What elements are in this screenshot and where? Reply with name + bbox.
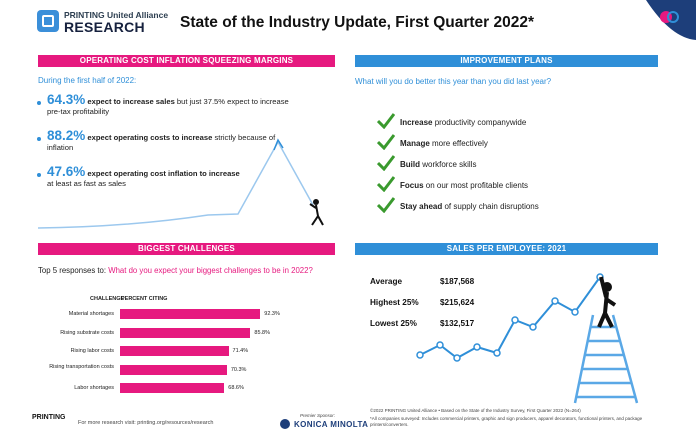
- stat-2-number: 88.2%: [47, 128, 86, 143]
- bar-category-label: Rising labor costs: [70, 348, 114, 354]
- stat-3-number: 47.6%: [47, 164, 86, 179]
- stat-2: 88.2% expect operating costs to increase…: [47, 128, 287, 153]
- page-title: State of the Industry Update, First Quar…: [180, 14, 535, 31]
- footer-note: *All companies surveyed: Includes commer…: [370, 416, 643, 427]
- inflation-heading-bar: OPERATING COST INFLATION SQUEEZING MARGI…: [38, 55, 335, 67]
- bar-value-label: 71.4%: [232, 348, 249, 354]
- bar-value-label: 92.3%: [264, 311, 280, 317]
- bar-value-label: 85.8%: [254, 329, 271, 336]
- improvement-rest: workforce skills: [420, 160, 477, 169]
- logo-research: RESEARCH: [64, 19, 145, 35]
- bar-mark: [120, 364, 227, 375]
- improvement-rest: of supply chain disruptions: [442, 202, 539, 211]
- bullet-dot: [37, 137, 41, 141]
- sales-value-average: $187,568: [440, 277, 475, 286]
- improvement-bold: Stay ahead: [400, 202, 443, 211]
- bullet-dot: [37, 101, 41, 105]
- bar-category-label: Rising transportation costs: [49, 363, 114, 370]
- stat-1: 64.3% expect to increase sales but just …: [47, 92, 297, 117]
- improvement-bold: Focus: [400, 181, 424, 190]
- footer-logo-text: PRINTING: [32, 414, 66, 421]
- sales-value-highest: $215,624: [440, 298, 475, 307]
- ladder-trend-illustration: [416, 273, 639, 404]
- stat-3-bold: expect operating cost inflation to incre…: [87, 169, 240, 178]
- bar-mark: [120, 327, 251, 338]
- stat-2-bold: expect operating costs to increase: [87, 133, 213, 142]
- logo-org-name: PRINTING United Alliance: [64, 10, 169, 20]
- checkmark-icon: [377, 155, 395, 171]
- checkmark-icon: [377, 176, 395, 192]
- stat-3-rest: at least as fast as sales: [47, 179, 126, 188]
- sales-label-lowest: Lowest 25%: [370, 319, 417, 328]
- bullet-dot: [37, 173, 41, 177]
- inflation-rope-illustration: [38, 138, 324, 229]
- stat-1-bold: expect to increase sales: [87, 97, 175, 106]
- stat-1-number: 64.3%: [47, 92, 86, 107]
- challenges-heading-bar: BIGGEST CHALLENGES: [38, 243, 335, 255]
- col-header-percent: PERCENT CITING: [121, 296, 168, 302]
- improvement-question: What will you do better this year than y…: [355, 77, 552, 86]
- checkmark-icon: [377, 113, 395, 129]
- printing-logo-icon: [37, 10, 59, 32]
- bar-value-label: 70.3%: [230, 366, 247, 373]
- col-header-challenge: CHALLENGE: [90, 296, 125, 302]
- challenges-question: Top 5 responses to: What do you expect y…: [38, 266, 338, 276]
- konica-minolta-globe-icon: [280, 419, 290, 429]
- improvement-rest: more effectively: [429, 139, 488, 148]
- stat-3: 47.6% expect operating cost inflation to…: [47, 164, 247, 189]
- improvement-heading-bar: IMPROVEMENT PLANS: [355, 55, 658, 67]
- improvement-bold: Manage: [400, 139, 430, 148]
- bar-value-label: 68.6%: [228, 385, 244, 391]
- bar-mark: [120, 309, 261, 319]
- checkmark-icon: [377, 197, 395, 213]
- footer-logo: PRINTING: [32, 414, 72, 434]
- improvement-rest: productivity companywide: [432, 118, 527, 127]
- bar-category-label: Material shortages: [68, 311, 114, 317]
- sales-label-average: Average: [370, 277, 403, 286]
- corner-decoration: [646, 0, 696, 40]
- stat-1-rest: but just 37.5% expect to increase pre-ta…: [47, 97, 289, 116]
- improvement-bold: Build: [400, 160, 420, 169]
- bar-category-label: Labor shortages: [74, 385, 114, 391]
- stat-2-rest: strictly because of inflation: [47, 133, 276, 152]
- sales-label-highest: Highest 25%: [370, 298, 419, 307]
- footer-sponsor: KONICA MINOLTA: [294, 420, 369, 429]
- checkmark-icon: [377, 134, 395, 150]
- bar-mark: [120, 383, 225, 393]
- bar-category-label: Rising substrate costs: [60, 329, 114, 336]
- bar-mark: [120, 346, 229, 356]
- challenges-question-text: What do you expect your biggest challeng…: [108, 266, 313, 275]
- improvement-rest: on our most profitable clients: [423, 181, 529, 190]
- sales-value-lowest: $132,517: [440, 319, 475, 328]
- research-logo: PRINTING United Alliance RESEARCH: [37, 10, 168, 40]
- footer-more-research[interactable]: For more research visit: printing.org/re…: [78, 420, 214, 426]
- footer-sponsor-label: Premier Sponsor:: [300, 413, 336, 418]
- inflation-intro: During the first half of 2022:: [38, 76, 137, 85]
- sales-heading-bar: SALES PER EMPLOYEE: 2021: [355, 243, 658, 255]
- challenges-question-prefix: Top 5 responses to:: [38, 266, 109, 275]
- improvement-bold: Increase: [400, 118, 433, 127]
- footer-copyright: ©2022 PRINTING United Alliance • Based o…: [370, 408, 581, 413]
